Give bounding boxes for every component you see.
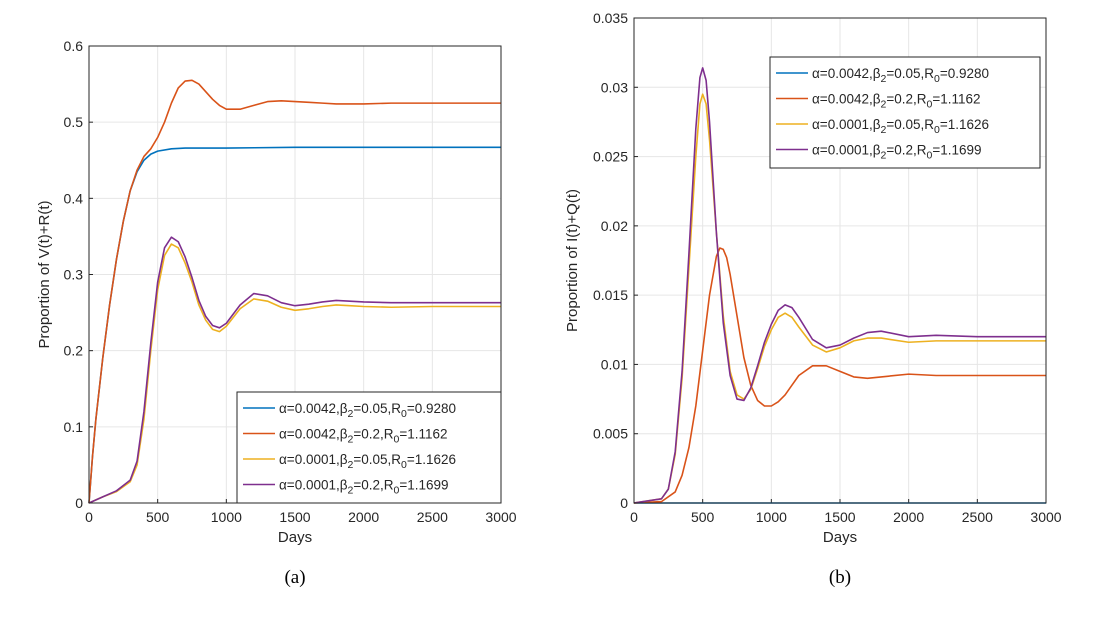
x-tick-label: 2000 xyxy=(348,509,379,525)
legend: α=0.0042,β2​=0.05,R0​=0.9280 α=0.0042,β2​… xyxy=(769,56,1041,169)
legend-label-4: α=0.0001,β2​=0.2,R0​=1.1699 xyxy=(812,143,982,162)
x-tick-label: 500 xyxy=(691,509,715,525)
y-tick-label: 0.2 xyxy=(64,343,84,359)
x-tick-label: 1500 xyxy=(279,509,310,525)
x-tick-label: 500 xyxy=(146,509,170,525)
x-tick-label: 0 xyxy=(85,509,93,525)
y-tick-label: 0.01 xyxy=(601,356,628,372)
legend-label-4: α=0.0001,β2​=0.2,R0​=1.1699 xyxy=(279,478,449,497)
y-tick-label: 0.1 xyxy=(64,419,84,435)
legend-label-1: α=0.0042,β2​=0.05,R0​=0.9280 xyxy=(279,401,456,420)
series-line-3 xyxy=(88,243,501,504)
legend-label-3: α=0.0001,β2​=0.05,R0​=1.1626 xyxy=(279,452,456,471)
legend-label-1: α=0.0042,β2​=0.05,R0​=0.9280 xyxy=(812,66,989,85)
x-tick-label: 1500 xyxy=(824,509,855,525)
x-tick-label: 2000 xyxy=(893,509,924,525)
y-tick-label: 0.02 xyxy=(601,218,628,234)
y-tick-label: 0.015 xyxy=(593,287,628,303)
y-tick-label: 0.035 xyxy=(593,10,628,26)
y-tick-label: 0.005 xyxy=(593,426,628,442)
legend-box xyxy=(236,391,502,504)
panel-caption: (b) xyxy=(829,567,851,588)
panel-caption: (a) xyxy=(284,567,305,588)
x-tick-label: 1000 xyxy=(211,509,242,525)
x-tick-label: 3000 xyxy=(485,509,516,525)
x-tick-label: 2500 xyxy=(417,509,448,525)
series-line-2 xyxy=(633,247,1046,504)
y-tick-label: 0.025 xyxy=(593,149,628,165)
series-line-2 xyxy=(88,79,501,504)
y-tick-label: 0.6 xyxy=(64,38,84,54)
x-tick-label: 0 xyxy=(630,509,638,525)
x-axis-label: Days xyxy=(823,529,857,546)
chart-panel-a: 0 500 1000 1500 2000 2500 3000 0 0.1 0.2 0.3 0.4 0.5… xyxy=(36,38,517,588)
x-tick-label: 3000 xyxy=(1030,509,1061,525)
y-axis-label: Proportion of I(t)+Q(t) xyxy=(564,189,581,332)
y-tick-label: 0 xyxy=(75,495,83,511)
y-tick-label: 0.03 xyxy=(601,79,628,95)
y-tick-label: 0.3 xyxy=(64,267,84,283)
series-line-4 xyxy=(633,67,1046,504)
y-tick-label: 0.5 xyxy=(64,114,84,130)
x-axis-label: Days xyxy=(278,529,312,546)
y-axis-label: Proportion of V(t)+R(t) xyxy=(36,201,53,349)
series-line-4 xyxy=(88,236,501,504)
legend: α=0.0042,β2​=0.05,R0​=0.9280 α=0.0042,β2​… xyxy=(236,391,502,504)
legend-label-2: α=0.0042,β2​=0.2,R0​=1.1162 xyxy=(279,427,448,446)
axes-box xyxy=(633,17,1047,504)
y-tick-label: 0.4 xyxy=(64,190,84,206)
legend-label-2: α=0.0042,β2​=0.2,R0​=1.1162 xyxy=(812,92,981,111)
y-tick-label: 0 xyxy=(620,495,628,511)
legend-box xyxy=(769,56,1041,169)
legend-label-3: α=0.0001,β2​=0.05,R0​=1.1626 xyxy=(812,117,989,136)
x-tick-label: 2500 xyxy=(962,509,993,525)
chart-panel-b: 0 500 1000 1500 2000 2500 3000 0 0.005 0.01 0.015 0… xyxy=(564,10,1062,588)
x-tick-label: 1000 xyxy=(756,509,787,525)
